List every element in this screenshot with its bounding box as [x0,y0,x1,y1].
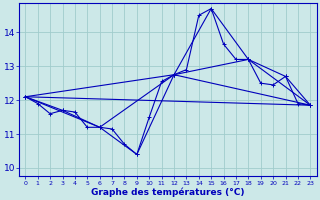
X-axis label: Graphe des températures (°C): Graphe des températures (°C) [91,187,244,197]
